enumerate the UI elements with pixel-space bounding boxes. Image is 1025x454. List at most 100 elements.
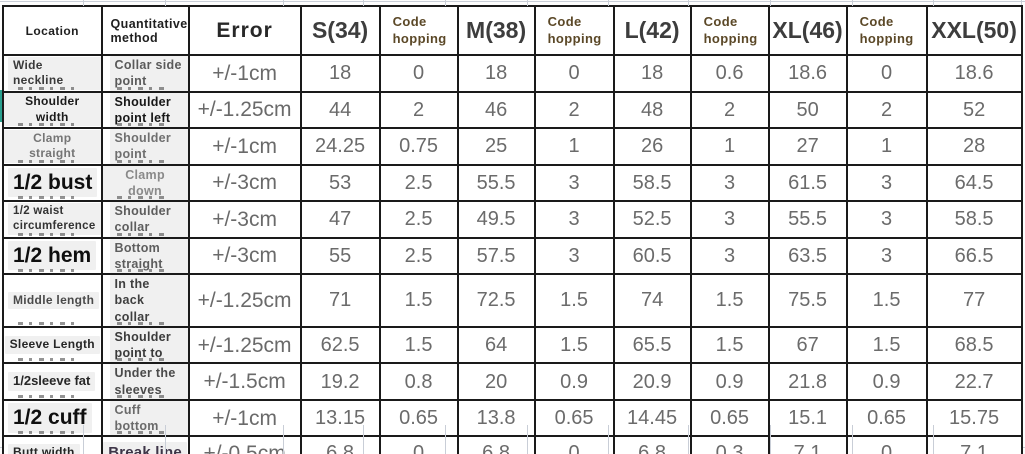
cell-hop4[interactable]: 1.5 bbox=[845, 273, 928, 328]
cell-hop3[interactable]: 0.9 bbox=[689, 362, 770, 401]
cell-hop3[interactable]: 3 bbox=[689, 200, 770, 239]
cell-method[interactable]: Clamp down bbox=[100, 163, 190, 202]
cell-hop4[interactable]: 0.65 bbox=[845, 398, 928, 438]
cell-hop4[interactable]: 1.5 bbox=[845, 325, 928, 365]
cell-xxl[interactable]: 58.5 bbox=[925, 200, 1023, 239]
cell-xl[interactable]: 67 bbox=[767, 325, 848, 365]
cell-xl[interactable]: 50 bbox=[767, 90, 848, 129]
cell-s[interactable]: 71 bbox=[299, 273, 381, 328]
cell-hop1[interactable]: 0 bbox=[378, 54, 459, 93]
cell-s[interactable]: 19.2 bbox=[299, 362, 381, 401]
cell-xl[interactable]: 15.1 bbox=[767, 398, 848, 438]
cell-xl[interactable]: 7.1 bbox=[767, 435, 848, 454]
cell-xxl[interactable]: 18.6 bbox=[925, 54, 1023, 93]
cell-xxl[interactable]: 66.5 bbox=[925, 236, 1023, 275]
cell-s[interactable]: 24.25 bbox=[299, 127, 381, 166]
cell-method[interactable]: Shoulder point to bbox=[100, 325, 190, 365]
cell-error[interactable]: +/-3cm bbox=[187, 200, 302, 239]
cell-error[interactable]: +/-1cm bbox=[187, 54, 302, 93]
cell-location[interactable]: Wide neckline bbox=[2, 54, 103, 93]
cell-method[interactable]: Shoulder collar bbox=[100, 200, 190, 239]
cell-hop2[interactable]: 0.9 bbox=[533, 362, 615, 401]
cell-l[interactable]: 6.8 bbox=[612, 435, 692, 454]
cell-hop1[interactable]: 1.5 bbox=[378, 273, 459, 328]
cell-m[interactable]: 18 bbox=[456, 54, 536, 93]
cell-hop2[interactable]: 3 bbox=[533, 236, 615, 275]
cell-m[interactable]: 25 bbox=[456, 127, 536, 166]
column-header-s[interactable]: S(34) bbox=[299, 5, 381, 56]
cell-l[interactable]: 58.5 bbox=[612, 163, 692, 202]
cell-hop3[interactable]: 1 bbox=[689, 127, 770, 166]
cell-hop3[interactable]: 3 bbox=[689, 236, 770, 275]
cell-error[interactable]: +/-1.25cm bbox=[187, 273, 302, 328]
cell-hop4[interactable]: 3 bbox=[845, 236, 928, 275]
cell-hop1[interactable]: 2.5 bbox=[378, 200, 459, 239]
cell-xl[interactable]: 18.6 bbox=[767, 54, 848, 93]
cell-xxl[interactable]: 52 bbox=[925, 90, 1023, 129]
cell-xxl[interactable]: 77 bbox=[925, 273, 1023, 328]
cell-error[interactable]: +/-1cm bbox=[187, 398, 302, 438]
cell-hop4[interactable]: 0 bbox=[845, 435, 928, 454]
cell-s[interactable]: 18 bbox=[299, 54, 381, 93]
cell-hop3[interactable]: 0.6 bbox=[689, 54, 770, 93]
cell-error[interactable]: +/-3cm bbox=[187, 236, 302, 275]
cell-m[interactable]: 46 bbox=[456, 90, 536, 129]
cell-s[interactable]: 55 bbox=[299, 236, 381, 275]
cell-xl[interactable]: 55.5 bbox=[767, 200, 848, 239]
cell-s[interactable]: 13.15 bbox=[299, 398, 381, 438]
cell-hop4[interactable]: 0.9 bbox=[845, 362, 928, 401]
cell-hop2[interactable]: 1 bbox=[533, 127, 615, 166]
cell-s[interactable]: 53 bbox=[299, 163, 381, 202]
cell-m[interactable]: 13.8 bbox=[456, 398, 536, 438]
cell-l[interactable]: 52.5 bbox=[612, 200, 692, 239]
cell-xl[interactable]: 27 bbox=[767, 127, 848, 166]
cell-hop4[interactable]: 0 bbox=[845, 54, 928, 93]
cell-method[interactable]: Shoulder point left bbox=[100, 90, 190, 129]
cell-l[interactable]: 60.5 bbox=[612, 236, 692, 275]
column-header-error[interactable]: Error bbox=[187, 5, 302, 56]
cell-location[interactable]: 1/2 hem bbox=[2, 236, 103, 275]
column-header-hop4[interactable]: Code hopping bbox=[845, 5, 928, 56]
cell-hop2[interactable]: 0.65 bbox=[533, 398, 615, 438]
cell-l[interactable]: 20.9 bbox=[612, 362, 692, 401]
column-header-hop3[interactable]: Code hopping bbox=[689, 5, 770, 56]
cell-xxl[interactable]: 68.5 bbox=[925, 325, 1023, 365]
cell-method[interactable]: Bottom straight bbox=[100, 236, 190, 275]
column-header-xl[interactable]: XL(46) bbox=[767, 5, 848, 56]
cell-error[interactable]: +/-1.25cm bbox=[187, 90, 302, 129]
cell-hop4[interactable]: 2 bbox=[845, 90, 928, 129]
cell-xxl[interactable]: 7.1 bbox=[925, 435, 1023, 454]
cell-hop2[interactable]: 0 bbox=[533, 54, 615, 93]
cell-error[interactable]: +/-1.5cm bbox=[187, 362, 302, 401]
cell-location[interactable]: 1/2sleeve fat bbox=[2, 362, 103, 401]
cell-l[interactable]: 65.5 bbox=[612, 325, 692, 365]
cell-method[interactable]: Break line bbox=[100, 435, 190, 454]
cell-m[interactable]: 55.5 bbox=[456, 163, 536, 202]
cell-location[interactable]: Butt width bbox=[2, 435, 103, 454]
cell-xl[interactable]: 75.5 bbox=[767, 273, 848, 328]
cell-m[interactable]: 64 bbox=[456, 325, 536, 365]
column-header-l[interactable]: L(42) bbox=[612, 5, 692, 56]
cell-l[interactable]: 26 bbox=[612, 127, 692, 166]
cell-hop2[interactable]: 3 bbox=[533, 163, 615, 202]
cell-hop2[interactable]: 1.5 bbox=[533, 273, 615, 328]
cell-l[interactable]: 18 bbox=[612, 54, 692, 93]
cell-xxl[interactable]: 22.7 bbox=[925, 362, 1023, 401]
cell-method[interactable]: Cuff bottom bbox=[100, 398, 190, 438]
cell-error[interactable]: +/-3cm bbox=[187, 163, 302, 202]
cell-m[interactable]: 49.5 bbox=[456, 200, 536, 239]
cell-method[interactable]: Collar side point bbox=[100, 54, 190, 93]
cell-location[interactable]: Shoulder width bbox=[2, 90, 103, 129]
cell-xl[interactable]: 21.8 bbox=[767, 362, 848, 401]
cell-hop3[interactable]: 1.5 bbox=[689, 273, 770, 328]
cell-m[interactable]: 57.5 bbox=[456, 236, 536, 275]
column-header-method[interactable]: Quantitative method bbox=[100, 5, 190, 56]
cell-hop1[interactable]: 0.8 bbox=[378, 362, 459, 401]
cell-xxl[interactable]: 15.75 bbox=[925, 398, 1023, 438]
cell-hop4[interactable]: 3 bbox=[845, 163, 928, 202]
cell-s[interactable]: 62.5 bbox=[299, 325, 381, 365]
cell-location[interactable]: Clamp straight bbox=[2, 127, 103, 166]
cell-error[interactable]: +/-1cm bbox=[187, 127, 302, 166]
cell-method[interactable]: Under the sleeves bbox=[100, 362, 190, 401]
cell-hop3[interactable]: 1.5 bbox=[689, 325, 770, 365]
